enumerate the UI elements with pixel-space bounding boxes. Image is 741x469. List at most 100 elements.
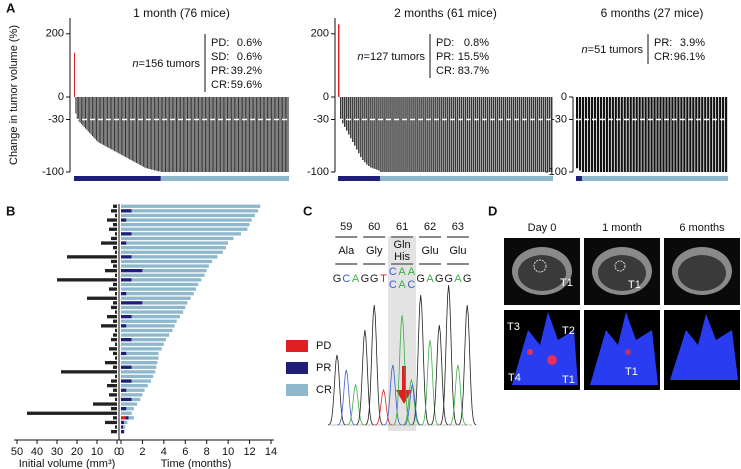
panel-label: D <box>488 203 497 218</box>
time-segment <box>121 324 127 328</box>
codon-number: 63 <box>452 221 464 233</box>
volume-bar <box>113 282 117 287</box>
base: T <box>380 273 387 285</box>
bar <box>668 97 671 172</box>
response-strip <box>338 176 381 181</box>
chromatogram-peak <box>420 339 440 426</box>
bar <box>82 97 84 126</box>
y-tick-label: -30 <box>48 113 64 125</box>
time-segment <box>121 269 143 273</box>
volume-bar <box>115 310 117 314</box>
bar <box>226 97 228 172</box>
bar <box>498 97 501 172</box>
bar <box>516 97 519 172</box>
bar <box>171 97 173 172</box>
volume-bar <box>57 278 117 282</box>
bar <box>181 97 183 172</box>
volume-bar <box>115 292 117 296</box>
bar <box>650 97 653 172</box>
base: A <box>398 266 406 278</box>
bar <box>222 97 224 172</box>
time-segment <box>121 250 223 254</box>
bar <box>620 97 623 172</box>
volume-bar <box>105 420 117 425</box>
bar <box>448 97 450 172</box>
bar <box>224 97 226 172</box>
time-segment <box>121 310 184 314</box>
volume-bar <box>87 296 117 300</box>
time-segment <box>121 416 126 420</box>
bar <box>608 97 611 172</box>
bar <box>366 97 368 165</box>
annotation: n=51 tumors <box>582 44 644 56</box>
bar <box>264 97 266 172</box>
chromatogram-peak <box>327 354 347 426</box>
bar <box>111 97 113 150</box>
amino-acid: Gly <box>366 245 383 257</box>
x-tick-label: 20 <box>71 446 83 458</box>
bar <box>96 97 98 141</box>
time-segment <box>131 209 259 213</box>
bar <box>532 97 535 172</box>
base: G <box>361 273 370 285</box>
bar <box>683 97 686 172</box>
bar <box>244 97 246 172</box>
column-title: 6 months <box>679 222 725 234</box>
time-segment <box>121 351 127 356</box>
bar <box>635 97 638 172</box>
y-tick-label: -30 <box>313 113 329 125</box>
time-segment <box>121 361 158 365</box>
x-axis-label: Time (months) <box>161 458 232 469</box>
bar <box>725 97 728 172</box>
time-segment <box>121 347 162 351</box>
chromatogram-peak <box>403 383 422 426</box>
volume-bar <box>113 351 117 356</box>
response-strip <box>576 176 582 181</box>
time-segment <box>121 278 132 282</box>
bar <box>174 97 176 172</box>
time-segment <box>121 338 132 342</box>
volume-bar <box>27 411 117 415</box>
bar <box>162 97 164 172</box>
stat-label: SD: <box>211 51 229 63</box>
time-segment <box>121 384 148 388</box>
bar <box>159 97 161 172</box>
bar <box>540 97 543 172</box>
codon-number: 60 <box>368 221 380 233</box>
bar <box>185 97 187 172</box>
bar <box>398 97 400 172</box>
bar <box>282 97 284 172</box>
time-segment <box>121 227 248 231</box>
time-segment <box>126 388 145 392</box>
time-segment <box>126 324 175 328</box>
bar <box>536 97 539 172</box>
stat-value: 83.7% <box>458 65 489 77</box>
arrow-head <box>396 390 412 404</box>
bar <box>217 97 219 172</box>
bar <box>424 97 426 172</box>
bar <box>623 97 626 172</box>
bar <box>348 97 350 135</box>
bar <box>432 97 434 172</box>
bar <box>716 97 719 172</box>
volume-bar <box>93 402 117 406</box>
bar <box>390 97 392 172</box>
bar <box>101 97 103 145</box>
bar <box>126 97 128 158</box>
base: C <box>389 266 397 278</box>
ct-lung <box>518 255 566 291</box>
time-segment <box>121 236 234 241</box>
bar <box>420 97 422 172</box>
bar <box>548 97 551 172</box>
panel-label: B <box>6 203 15 218</box>
volume-bar <box>115 213 117 218</box>
bar <box>647 97 650 172</box>
time-segment <box>123 425 126 429</box>
volume-bar <box>115 342 117 346</box>
bar <box>215 97 217 172</box>
time-segment <box>121 365 132 369</box>
stat-value: 96.1% <box>674 51 705 63</box>
volume-bar <box>105 361 117 365</box>
x-tick-label: 12 <box>243 446 255 458</box>
time-segment <box>126 241 229 245</box>
